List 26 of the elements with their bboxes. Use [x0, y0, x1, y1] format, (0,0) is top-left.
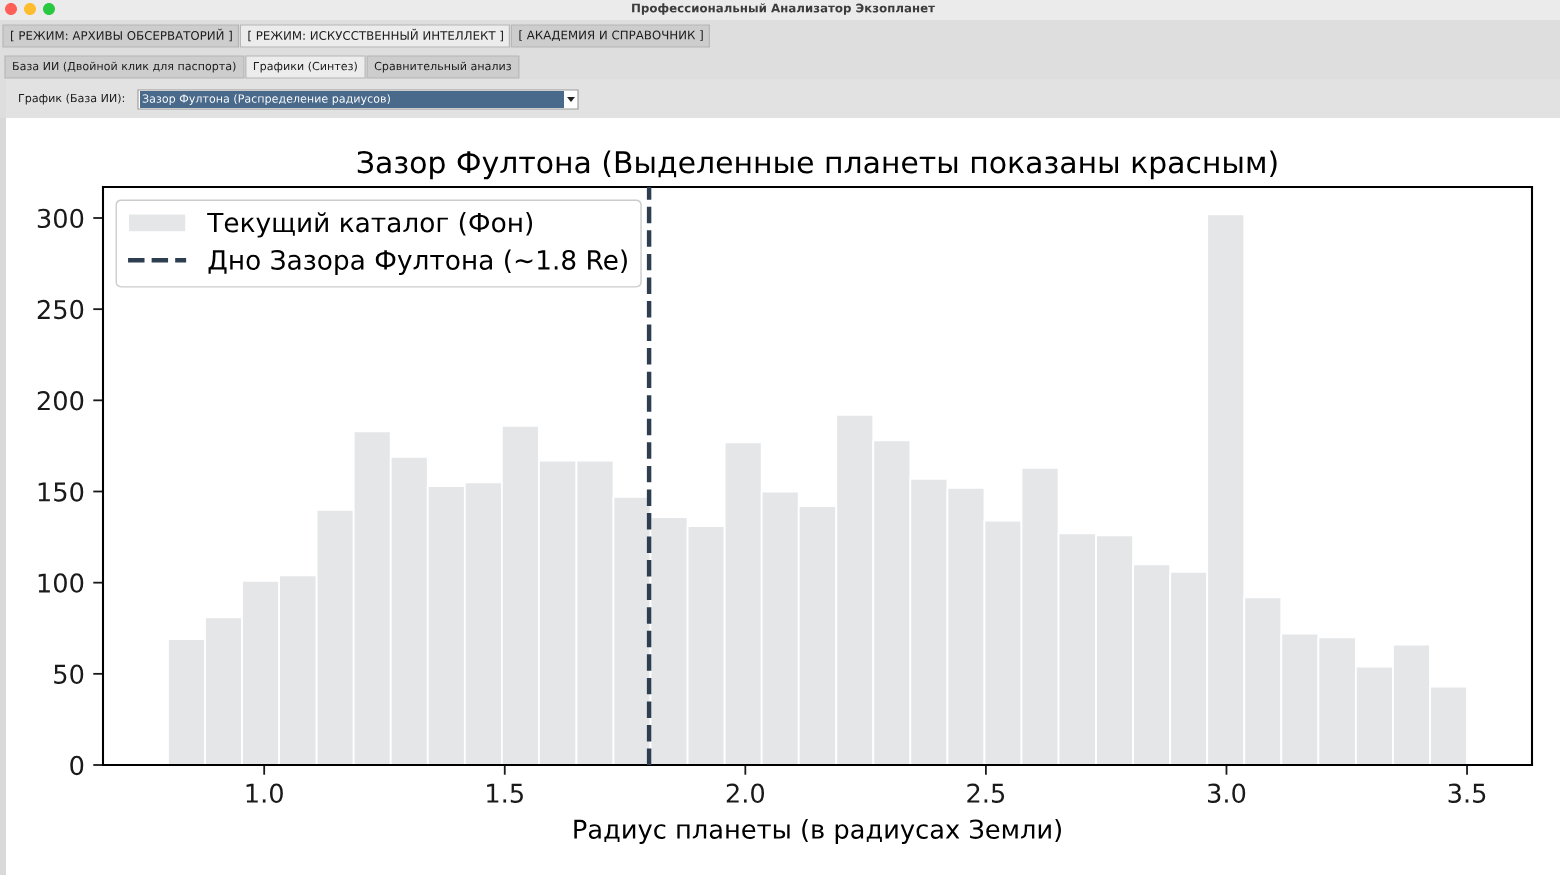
text: Сравнительный анализ — [374, 61, 511, 73]
x-tick-label: 2.0 — [726, 783, 765, 803]
chart-title: Зазор Фултона (Выделенные планеты показаны красным) — [357, 150, 1277, 180]
x-tick-label: 3.0 — [1208, 783, 1246, 803]
text: [ РЕЖИМ: ИСКУССТВЕННЫЙ ИНТЕЛЛЕКТ ] — [248, 28, 503, 42]
ref-line-label: Дно Зазора Фултона (~1.8 Re) — [208, 249, 627, 276]
text: База ИИ (Двойной клик для паспорта) — [13, 61, 236, 73]
y-tick-label: 250 — [37, 299, 84, 320]
y-tick-label: 50 — [54, 664, 84, 684]
x-tick-label: 1.0 — [246, 783, 283, 803]
y-tick-label: 150 — [38, 482, 84, 502]
y-tick-label: 300 — [37, 208, 84, 229]
legend-label: Текущий каталог (Фон) — [207, 212, 533, 238]
y-tick-label: 100 — [38, 573, 84, 593]
x-tick-label: 1.5 — [487, 783, 523, 803]
text: [ РЕЖИМ: АРХИВЫ ОБСЕРВАТОРИЙ ] — [11, 28, 232, 42]
y-tick-label: 200 — [37, 391, 84, 411]
text: Зазор Фултона (Распределение радиусов) — [142, 94, 390, 105]
text: [ АКАДЕМИЯ И СПРАВОЧНИК ] — [519, 30, 703, 42]
text: Профессиональный Анализатор Экзопланет — [632, 3, 935, 15]
x-axis-title: Радиус планеты (в радиусах Земли) — [574, 819, 1061, 844]
text: Графики (Синтез) — [253, 61, 357, 73]
x-tick-label: 3.5 — [1448, 783, 1486, 803]
x-tick-label: 2.5 — [967, 783, 1005, 803]
y-tick-label: 0 — [70, 755, 84, 776]
text: График (База ИИ): — [19, 93, 125, 105]
